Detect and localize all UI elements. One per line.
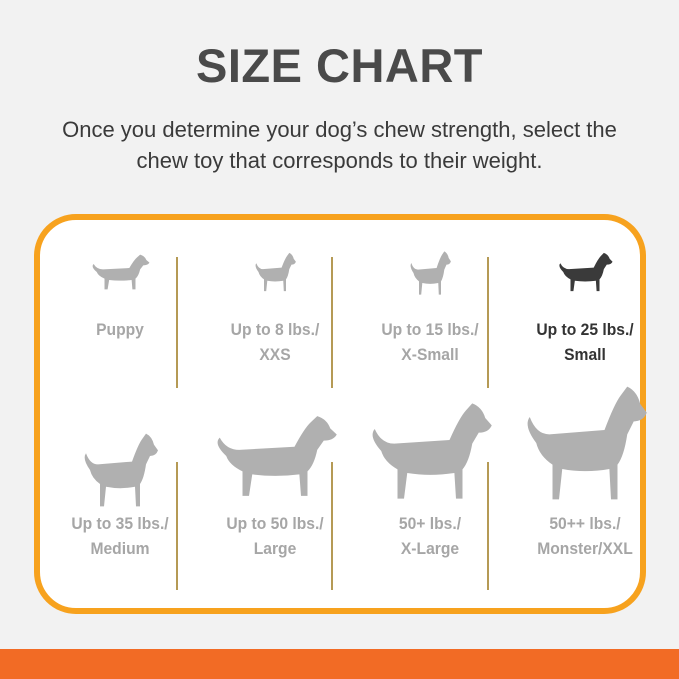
great-dane-icon [527,386,647,500]
column-divider [487,257,489,388]
puppy-icon-shape [92,254,150,290]
size-option: Up to 25 lbs./ Small [510,317,660,367]
size-label: Small [564,345,606,364]
size-label: Up to 15 lbs./ [381,320,479,339]
labrador-icon [217,416,337,496]
subtitle: Once you determine your dog’s chew stren… [20,114,659,176]
size-label: Large [253,539,297,558]
size-label: Up to 35 lbs./ [71,514,169,533]
size-label: Puppy [96,320,144,339]
footer-band [0,649,679,679]
size-label: Medium [90,539,150,558]
size-option: 50+ lbs./ X-Large [355,511,505,561]
great-dane-icon-shape [527,386,647,500]
shepherd-icon-shape [372,403,492,499]
subtitle-line: chew toy that corresponds to their weigh… [136,148,543,173]
size-option: Puppy [45,317,195,342]
shepherd-icon [372,403,492,499]
size-label: Monster/XXL [537,539,633,558]
size-label: 50+ lbs./ [398,514,462,533]
terrier-icon [559,252,613,292]
size-label: XXS [259,345,291,364]
size-label: Up to 25 lbs./ [536,320,634,339]
chihuahua-icon [255,252,296,292]
column-divider [176,462,178,590]
page-title: SIZE CHART [196,39,483,92]
size-option: Up to 15 lbs./ X-Small [355,317,505,367]
size-chart-panel [34,214,646,614]
subtitle-line: Once you determine your dog’s chew stren… [62,117,617,142]
size-option: 50++ lbs./ Monster/XXL [510,511,660,561]
size-label: X-Small [401,345,459,364]
size-label: X-Large [400,539,460,558]
size-option: Up to 50 lbs./ Large [200,511,350,561]
pinscher-icon [410,251,451,295]
beagle-icon-shape [84,433,158,507]
size-label: 50++ lbs./ [549,514,621,533]
beagle-icon [84,433,158,507]
labrador-icon-shape [217,416,337,496]
size-label: Up to 8 lbs./ [230,320,320,339]
column-divider [176,257,178,388]
size-option: Up to 8 lbs./ XXS [200,317,350,367]
size-label: Up to 50 lbs./ [226,514,324,533]
puppy-icon [92,254,150,290]
size-option: Up to 35 lbs./ Medium [45,511,195,561]
pinscher-icon-shape [410,251,451,295]
chihuahua-icon-shape [255,252,296,292]
column-divider [331,257,333,388]
column-divider [487,462,489,590]
terrier-icon-shape [559,252,613,292]
column-divider [331,462,333,590]
